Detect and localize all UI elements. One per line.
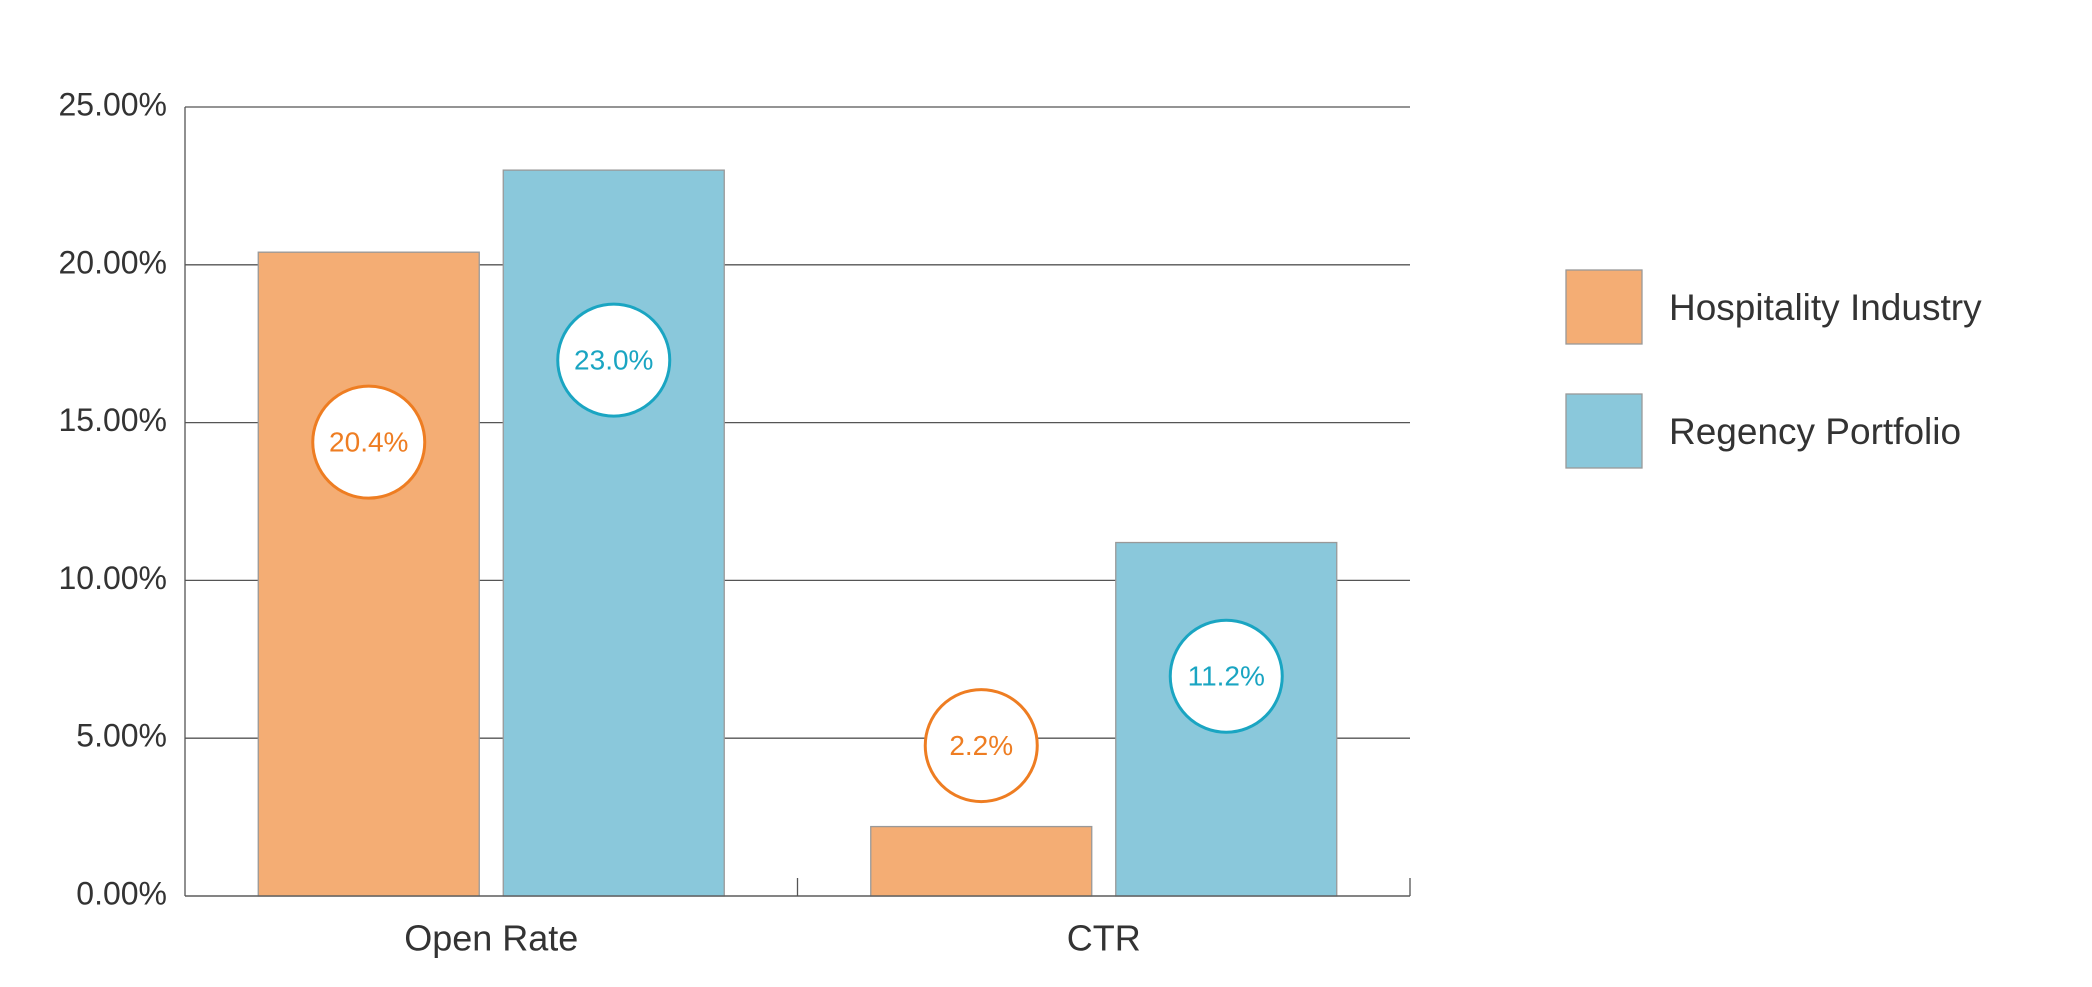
- bar: [257, 251, 480, 897]
- value-label: 20.4%: [329, 427, 408, 458]
- y-tick-label: 5.00%: [76, 718, 167, 754]
- legend-swatch: [1565, 393, 1643, 469]
- x-tick-label: Open Rate: [404, 918, 578, 959]
- value-label: 2.2%: [949, 730, 1013, 761]
- legend-swatch: [1565, 269, 1643, 345]
- y-tick-label: 10.00%: [58, 560, 167, 596]
- value-label-circle: [556, 302, 672, 418]
- x-tick-label: CTR: [1067, 918, 1141, 959]
- value-label-circle: [923, 688, 1039, 804]
- value-label: 11.2%: [1188, 661, 1265, 692]
- y-tick-label: 15.00%: [58, 402, 167, 438]
- value-label-circle: [1168, 618, 1284, 734]
- value-label-circle: [311, 384, 427, 500]
- y-tick-label: 25.00%: [58, 86, 167, 122]
- bar: [502, 169, 725, 897]
- bar: [870, 825, 1093, 897]
- y-tick-label: 20.00%: [58, 244, 167, 280]
- legend-label: Hospitality Industry: [1669, 287, 1982, 328]
- y-tick-label: 0.00%: [76, 875, 167, 911]
- value-label: 23.0%: [574, 345, 653, 376]
- legend-label: Regency Portfolio: [1669, 411, 1961, 452]
